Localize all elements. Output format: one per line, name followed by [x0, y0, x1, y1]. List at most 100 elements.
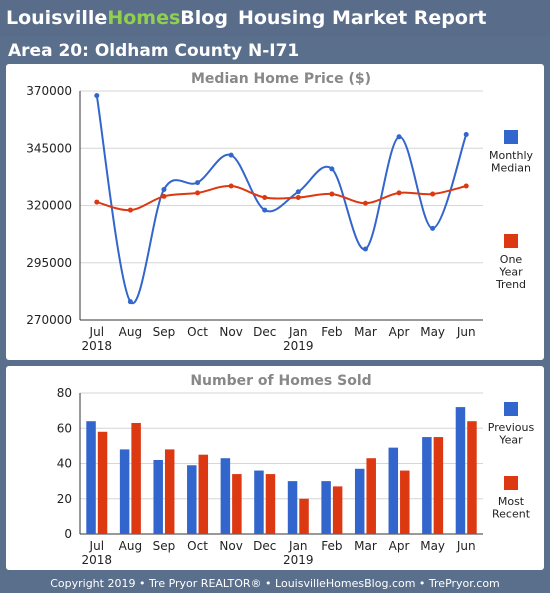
bar-previous-year — [119, 449, 130, 534]
data-point — [396, 134, 402, 140]
x-tick-label: Dec — [253, 325, 276, 339]
brand-part-2: Homes — [107, 7, 181, 29]
bar-most-recent — [131, 422, 141, 534]
data-point — [396, 190, 402, 196]
legend-label: Median — [491, 162, 531, 175]
x-tick-label: May — [420, 539, 445, 553]
data-point — [195, 180, 201, 186]
bar-most-recent — [332, 486, 343, 534]
x-tick-label: Jan — [288, 325, 308, 339]
legend-swatch — [504, 476, 518, 490]
data-point — [463, 183, 469, 189]
y-tick-label: 0 — [64, 527, 72, 541]
data-point — [161, 186, 167, 192]
area-title: Area 20: Oldham County N-I71 — [8, 41, 300, 61]
x-tick-label: Apr — [389, 325, 410, 339]
bar-most-recent — [299, 498, 309, 534]
series-line-one-year-trend — [96, 185, 467, 212]
legend-label: Monthly — [489, 149, 534, 162]
bar-most-recent — [265, 474, 276, 534]
x-tick-label: Jul — [89, 539, 104, 553]
x-tick-label: Jun — [456, 539, 476, 553]
x-tick-label: Jun — [456, 325, 476, 339]
data-point — [430, 191, 436, 197]
bar-most-recent — [97, 431, 108, 534]
legend-label: Most — [498, 495, 525, 508]
data-point — [362, 200, 368, 206]
bar-previous-year — [287, 481, 298, 534]
bar-previous-year — [187, 465, 197, 534]
bar-previous-year — [86, 421, 96, 534]
x-tick-label: Sep — [153, 325, 176, 339]
report-header: LouisvilleHomesBlog Housing Market Repor… — [0, 0, 550, 36]
y-tick-label: 345000 — [26, 141, 72, 155]
data-point — [161, 193, 167, 199]
data-point — [362, 246, 368, 252]
homes-sold-chart: Number of Homes Sold 0 20 40 60 80 Jul Aug Sep Oc… — [57, 373, 535, 567]
x-tick-label: Oct — [187, 325, 208, 339]
bar-previous-year — [388, 447, 399, 534]
data-point — [329, 191, 335, 197]
legend-label: Year — [498, 434, 523, 447]
data-point — [295, 194, 301, 200]
bar-most-recent — [433, 437, 444, 534]
y-tick-label: 320000 — [26, 199, 72, 213]
y-tick-label: 370000 — [26, 84, 72, 98]
x-tick-label: Nov — [219, 325, 242, 339]
data-point — [262, 207, 268, 213]
data-point — [228, 152, 234, 158]
bar-most-recent — [366, 458, 376, 534]
bar-most-recent — [232, 474, 242, 534]
bar-most-recent — [400, 470, 410, 534]
legend-label: Previous — [488, 421, 535, 434]
brand-logo-text: LouisvilleHomesBlog — [6, 7, 228, 29]
bar-previous-year — [455, 407, 466, 534]
year-label: 2018 — [82, 553, 113, 567]
data-point — [127, 207, 133, 213]
legend-swatch — [504, 402, 518, 416]
median-price-panel: Median Home Price ($) 270000 295000 320000 3… — [6, 64, 544, 360]
legend-label: Trend — [495, 278, 526, 291]
chart-title: Median Home Price ($) — [191, 71, 371, 87]
legend-swatch — [504, 130, 518, 144]
data-point — [94, 93, 100, 99]
bar-most-recent — [198, 454, 209, 534]
x-tick-label: Oct — [187, 539, 208, 553]
legend-swatch — [504, 234, 518, 248]
x-tick-label: Feb — [321, 325, 342, 339]
data-point — [463, 132, 469, 138]
chart-title: Number of Homes Sold — [190, 373, 371, 389]
report-title: Housing Market Report — [237, 7, 487, 29]
year-label: 2018 — [82, 339, 113, 353]
x-tick-label: Aug — [119, 325, 142, 339]
bar-previous-year — [321, 481, 331, 534]
y-tick-label: 270000 — [26, 313, 72, 327]
x-tick-label: Sep — [153, 539, 176, 553]
x-tick-label: Aug — [119, 539, 142, 553]
data-point — [94, 199, 100, 205]
bar-previous-year — [153, 459, 163, 534]
y-tick-label: 60 — [57, 421, 72, 435]
y-tick-label: 20 — [57, 492, 72, 506]
x-tick-label: Mar — [354, 325, 377, 339]
brand-part-3: Blog — [180, 7, 228, 29]
brand-part-1: Louisville — [6, 7, 108, 29]
data-point — [262, 194, 268, 200]
data-point — [195, 190, 201, 196]
x-tick-label: May — [420, 325, 445, 339]
year-label: 2019 — [283, 339, 314, 353]
bar-previous-year — [220, 458, 231, 534]
year-label: 2019 — [283, 553, 314, 567]
x-tick-label: Mar — [354, 539, 377, 553]
data-point — [329, 166, 335, 172]
data-point — [228, 183, 234, 189]
x-tick-label: Jan — [288, 539, 308, 553]
y-tick-label: 295000 — [26, 256, 72, 270]
median-price-chart: Median Home Price ($) 270000 295000 320000 3… — [26, 71, 534, 353]
bar-previous-year — [422, 437, 432, 534]
y-tick-label: 40 — [57, 457, 72, 471]
bar-most-recent — [467, 421, 477, 534]
data-point — [127, 299, 133, 305]
y-tick-label: 80 — [57, 386, 72, 400]
data-point — [295, 189, 301, 195]
